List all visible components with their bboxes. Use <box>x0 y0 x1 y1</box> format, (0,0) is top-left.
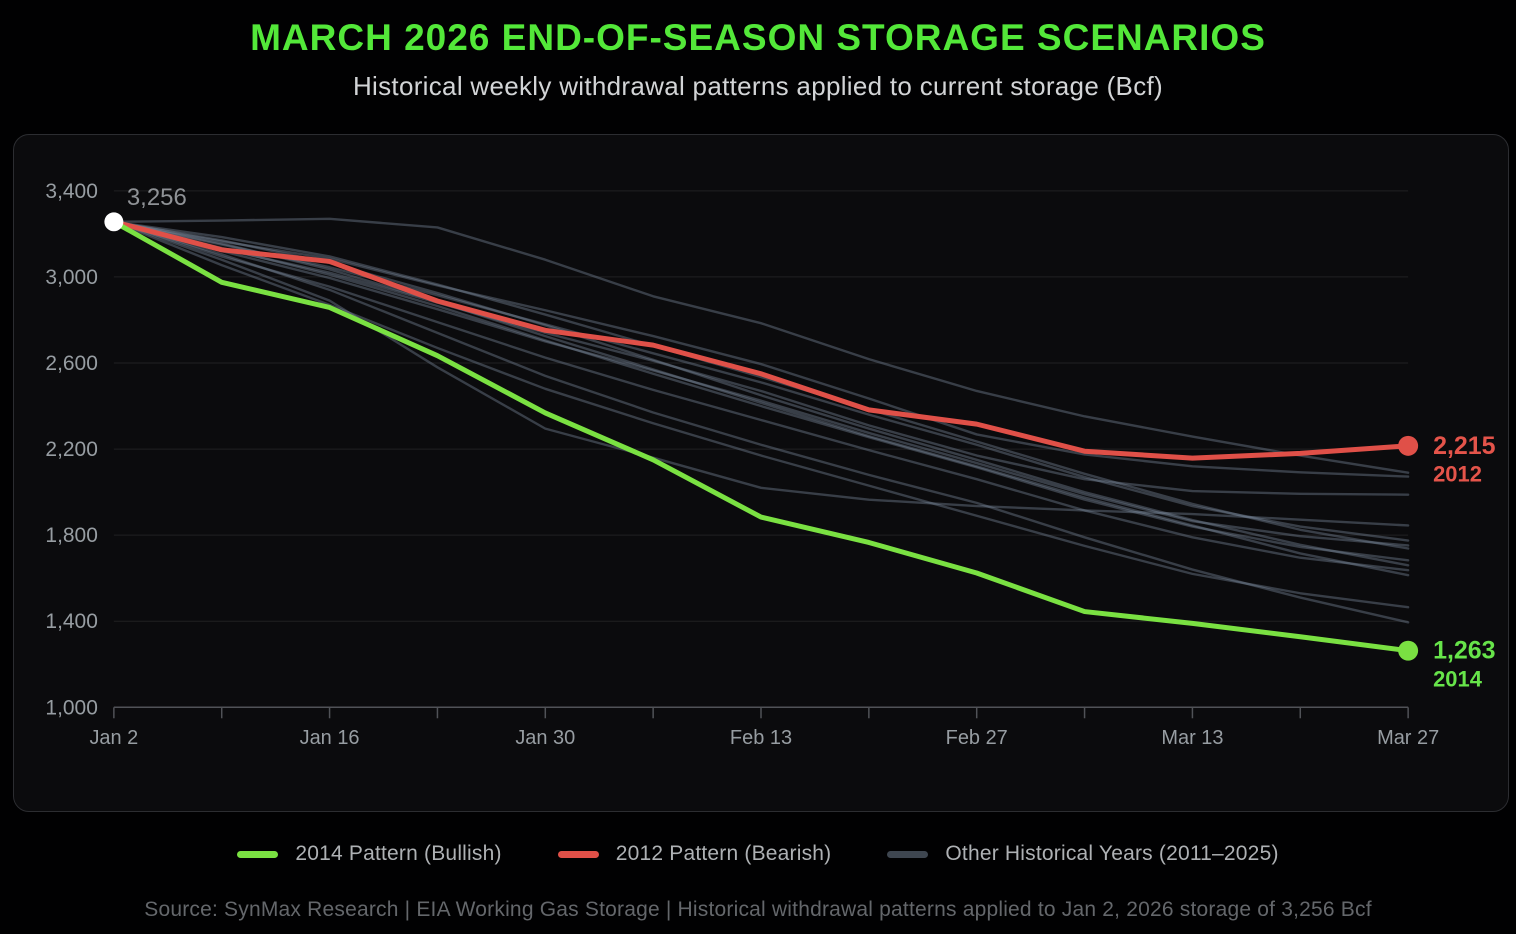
legend-label-2014: 2014 Pattern (Bullish) <box>295 842 502 865</box>
series-line-other-year <box>112 220 1410 547</box>
series-line-other-year <box>112 220 1410 624</box>
x-tick-label: Mar 13 <box>1161 727 1223 749</box>
series-line-other-year <box>112 217 1410 474</box>
y-tick-label: 2,600 <box>45 352 97 375</box>
chart-panel: 3,400 3,000 2,600 2,200 1,800 1,400 1,000 Jan 2… <box>13 134 1509 812</box>
end-dot-2012 <box>1398 435 1419 456</box>
start-value-annotation: 3,256 <box>127 184 187 211</box>
page-subtitle: Historical weekly withdrawal patterns ap… <box>352 71 1163 101</box>
end-value-label-2014: 1,263 <box>1433 637 1495 665</box>
legend-item-other-years: Other Historical Years (2011–2025) <box>887 842 1278 866</box>
x-tick-label: Jan 16 <box>300 727 360 749</box>
series-line-other-year <box>112 220 1410 572</box>
legend-item-2012-pattern: 2012 Pattern (Bearish) <box>557 842 832 866</box>
series-line-other-year <box>112 220 1410 478</box>
legend-swatch-2014-icon <box>237 850 279 858</box>
y-tick-label: 1,400 <box>45 610 97 633</box>
series-line-2014 <box>111 219 1411 654</box>
start-dot <box>104 212 124 232</box>
end-value-label-2012: 2,215 <box>1433 432 1496 460</box>
series-line-other-year <box>112 220 1410 550</box>
series-line-other-year <box>112 220 1410 542</box>
source-attribution: Source: SynMax Research | EIA Working Ga… <box>144 898 1372 921</box>
end-year-label-2012: 2012 <box>1433 462 1482 487</box>
legend-swatch-2012-icon <box>557 850 599 858</box>
legend-label-2012: 2012 Pattern (Bearish) <box>615 842 832 865</box>
legend-swatch-other-icon <box>887 850 929 858</box>
end-year-label-2014: 2014 <box>1433 667 1483 692</box>
legend: 2014 Pattern (Bullish) 2012 Pattern (Bea… <box>0 842 1516 866</box>
series-line-other-year <box>112 220 1410 527</box>
y-tick-label: 3,400 <box>45 180 97 203</box>
x-tick-label: Jan 2 <box>89 727 138 749</box>
series-line-other-year <box>112 220 1410 577</box>
series-line-other-year <box>112 220 1410 609</box>
y-tick-label: 1,800 <box>45 524 97 547</box>
series-line-2012 <box>111 219 1411 461</box>
x-tick-label: Jan 30 <box>515 727 575 749</box>
x-tick-label: Feb 13 <box>730 727 792 749</box>
page-title: MARCH 2026 END-OF-SEASON STORAGE SCENARI… <box>250 17 1266 58</box>
x-tick-label: Feb 27 <box>946 727 1008 749</box>
x-tick-label: Mar 27 <box>1377 727 1439 749</box>
y-tick-label: 1,000 <box>45 696 97 719</box>
legend-label-other: Other Historical Years (2011–2025) <box>945 842 1279 865</box>
y-tick-label: 2,200 <box>45 438 97 461</box>
series-line-other-year <box>112 220 1410 562</box>
end-dot-2014 <box>1398 640 1419 661</box>
legend-item-2014-pattern: 2014 Pattern (Bullish) <box>237 842 501 866</box>
series-line-other-year <box>112 220 1410 496</box>
y-tick-label: 3,000 <box>45 266 97 289</box>
storage-chart: 3,400 3,000 2,600 2,200 1,800 1,400 1,000 Jan 2… <box>45 180 1496 749</box>
